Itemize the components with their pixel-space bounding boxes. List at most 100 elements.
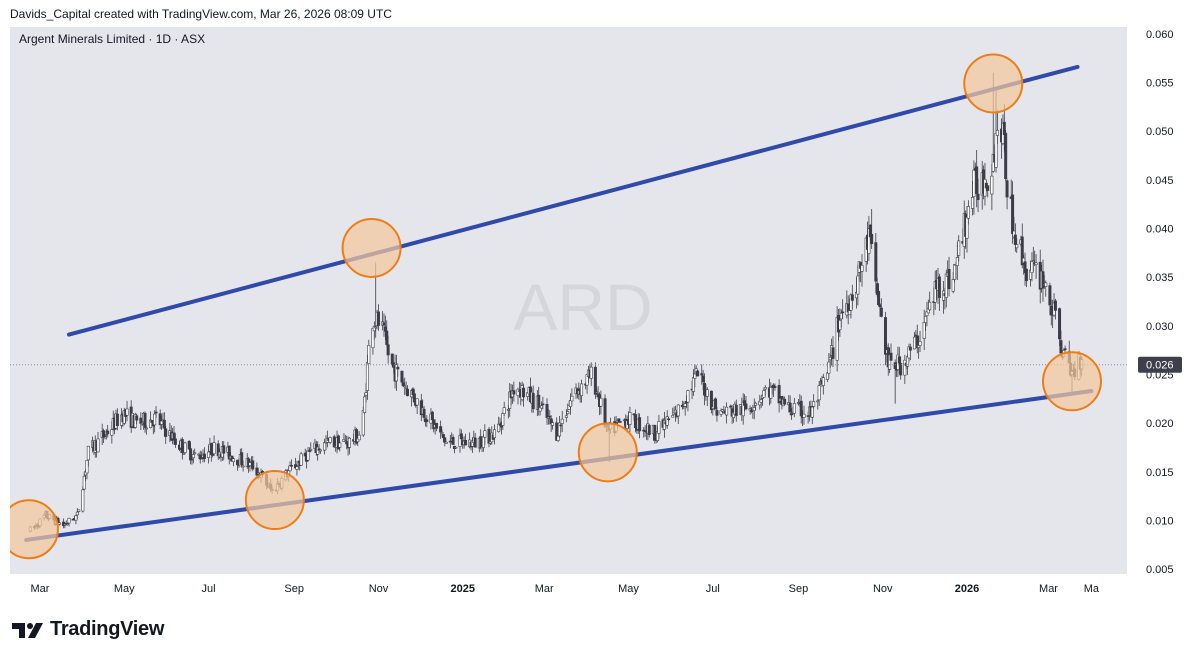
- highlight-circle[interactable]: [963, 53, 1024, 114]
- candle: [773, 383, 777, 391]
- candle-body: [405, 388, 409, 397]
- candle-body: [1059, 340, 1063, 354]
- candle-body: [367, 344, 371, 365]
- candle: [222, 441, 226, 461]
- highlight-circle[interactable]: [1041, 351, 1102, 412]
- candle: [422, 405, 426, 421]
- candle-body: [1031, 260, 1035, 263]
- candle: [357, 431, 361, 441]
- candle-body: [385, 330, 389, 345]
- candle-body: [459, 433, 463, 440]
- candle: [81, 486, 85, 513]
- candle-body: [441, 434, 445, 439]
- candle-body: [665, 416, 669, 426]
- candle-body: [200, 457, 204, 460]
- candle-body: [831, 347, 835, 359]
- candle-body: [190, 458, 194, 461]
- candle: [715, 406, 719, 422]
- candle: [763, 385, 767, 396]
- candle-body: [164, 428, 168, 437]
- candle-body: [144, 427, 148, 430]
- candle: [77, 509, 81, 513]
- candle-body: [570, 395, 574, 402]
- candle-body: [106, 430, 110, 435]
- candle: [354, 428, 358, 445]
- time-axis[interactable]: Mar May Jul Sep Nov 2025 Mar May Jul Sep Nov 2026 Ma…: [31, 583, 1100, 595]
- candle-body: [618, 421, 622, 423]
- candle-body: [897, 356, 901, 364]
- candle-body: [1048, 285, 1052, 306]
- candle-body: [125, 408, 129, 416]
- candle: [817, 380, 821, 407]
- candle: [686, 389, 690, 412]
- candle-body: [1013, 234, 1017, 245]
- candle-body: [955, 257, 959, 267]
- candle-body: [473, 437, 477, 448]
- highlight-circle[interactable]: [10, 499, 59, 560]
- candle-body: [944, 273, 948, 298]
- candle: [464, 433, 468, 446]
- candle-body: [183, 442, 187, 453]
- candle-body: [564, 415, 568, 418]
- candle: [734, 399, 738, 422]
- candle: [810, 405, 814, 424]
- candle: [231, 457, 235, 467]
- candle-body: [66, 523, 70, 525]
- candle: [671, 407, 675, 418]
- candle: [328, 436, 332, 445]
- candle: [570, 388, 574, 406]
- highlight-circle[interactable]: [577, 422, 638, 483]
- candle: [777, 379, 781, 413]
- y-tick-label: 0.050: [1146, 126, 1174, 138]
- candle: [953, 264, 957, 283]
- candle-body: [551, 422, 555, 426]
- candle-body: [149, 419, 153, 429]
- candle: [150, 420, 154, 423]
- candle-body: [256, 472, 260, 475]
- candle: [434, 422, 438, 432]
- candle-body: [493, 429, 497, 439]
- candle-body: [139, 417, 143, 424]
- candle: [1058, 307, 1062, 347]
- candle-body: [323, 442, 327, 451]
- candle: [240, 448, 244, 468]
- candle: [812, 394, 816, 409]
- candle-body: [207, 451, 211, 458]
- candle: [860, 254, 864, 287]
- candle-body: [1015, 244, 1019, 249]
- candle-body: [202, 453, 206, 460]
- candle: [376, 304, 380, 331]
- candle-body: [193, 452, 197, 455]
- candle: [164, 425, 168, 444]
- candle: [783, 396, 787, 405]
- highlight-circle[interactable]: [244, 470, 305, 531]
- candle: [990, 163, 994, 211]
- highlight-circle[interactable]: [341, 217, 402, 278]
- candle-body: [1002, 121, 1006, 135]
- candle-body: [444, 441, 448, 444]
- x-tick-label: Mar: [535, 583, 554, 595]
- trendline-lower[interactable]: [24, 389, 1094, 542]
- candle: [957, 235, 961, 262]
- price-chart[interactable]: ARD Argent Minerals Limited · 1D · ASX 0…: [10, 27, 1190, 602]
- tradingview-logo[interactable]: TradingView: [12, 618, 164, 641]
- candle-body: [953, 264, 957, 280]
- last-price-value: 0.026: [1146, 360, 1174, 372]
- candle-body: [401, 382, 405, 387]
- chart-panel[interactable]: ARD Argent Minerals Limited · 1D · ASX 0…: [10, 27, 1190, 602]
- candle-body: [870, 233, 874, 245]
- trendline-upper[interactable]: [67, 64, 1080, 337]
- candle: [444, 441, 448, 444]
- candle-body: [376, 311, 380, 326]
- y-tick-label: 0.060: [1146, 29, 1174, 41]
- candle-body: [231, 458, 235, 463]
- candle-body: [752, 407, 756, 411]
- candle: [251, 455, 255, 472]
- candle: [541, 396, 545, 410]
- candle-body: [972, 169, 976, 197]
- candle-body: [986, 185, 990, 191]
- price-axis[interactable]: 0.0600.0550.0500.0450.0400.0350.0300.025…: [1146, 29, 1174, 576]
- candle: [1034, 254, 1038, 279]
- candle: [347, 436, 351, 455]
- candle-body: [110, 429, 114, 436]
